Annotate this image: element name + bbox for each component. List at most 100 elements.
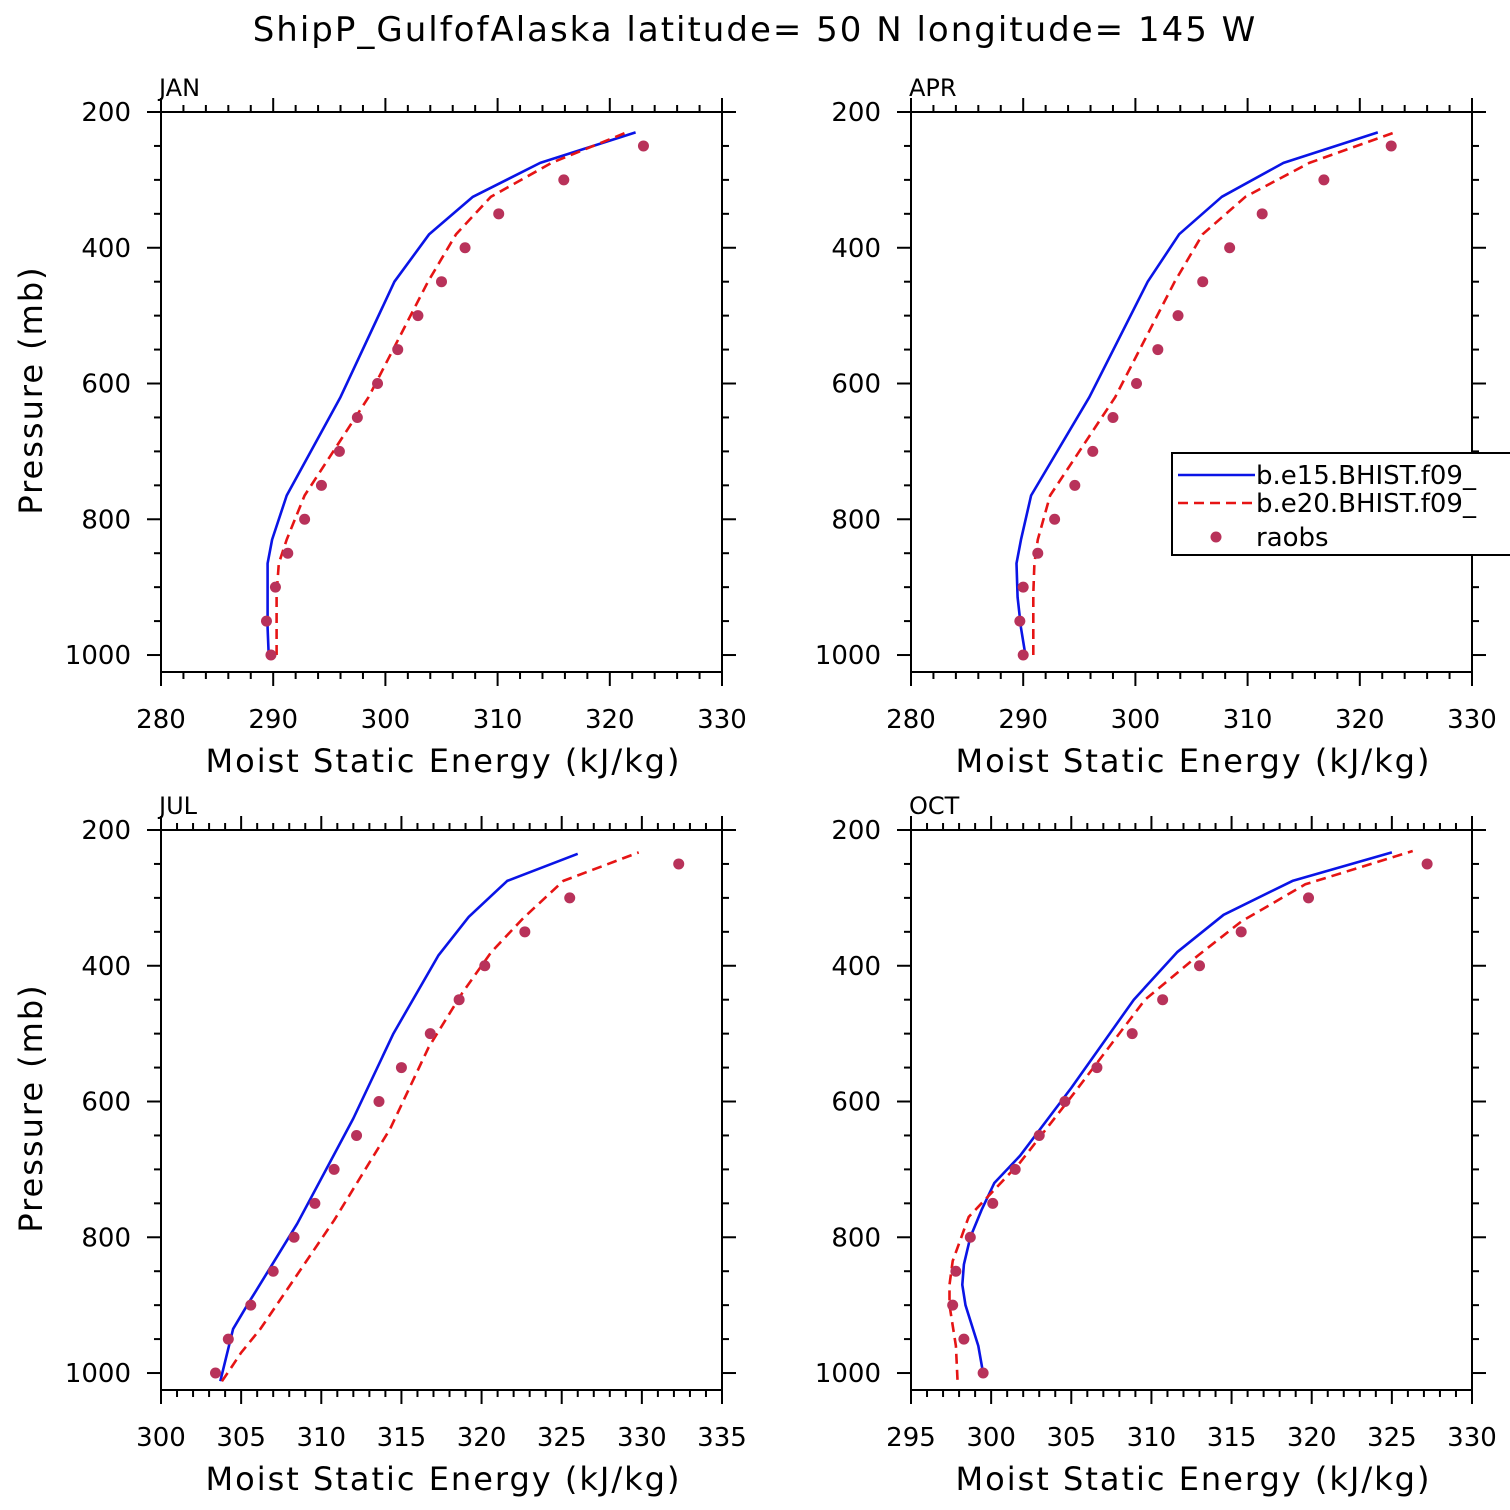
x-tick-label: 280 <box>886 705 936 735</box>
y-axis-label: Pressure (mb) <box>12 983 50 1232</box>
x-tick-label: 335 <box>697 1423 747 1453</box>
raobs-point <box>673 858 685 870</box>
raobs-point <box>1017 581 1029 593</box>
raobs-point <box>1049 513 1061 525</box>
y-tick-label: 400 <box>831 952 881 982</box>
raobs-point <box>964 1231 976 1243</box>
raobs-point <box>1157 994 1169 1006</box>
y-axis-label: Pressure (mb) <box>12 265 50 514</box>
raobs-point <box>265 649 277 661</box>
y-tick-label: 800 <box>81 505 131 535</box>
raobs-point <box>493 208 505 220</box>
raobs-point <box>1197 276 1209 288</box>
panel-jul: JUL 300 305 310 315 320 325 330 335 200 400 600 800 1… <box>12 792 747 1498</box>
y-tick-label: 200 <box>81 816 131 846</box>
x-tick-label: 325 <box>537 1423 587 1453</box>
series-line-e20 <box>275 131 628 655</box>
raobs-point <box>372 378 384 390</box>
x-axis-label: Moist Static Energy (kJ/kg) <box>956 1460 1432 1498</box>
plot-frame <box>910 111 1473 673</box>
x-tick-label: 310 <box>1127 1423 1177 1453</box>
raobs-point <box>1235 926 1247 938</box>
raobs-point <box>1318 174 1330 186</box>
raobs-point <box>333 445 345 457</box>
series-line-e15 <box>961 851 1393 1374</box>
raobs-point <box>1152 344 1164 356</box>
x-tick-label: 310 <box>473 705 523 735</box>
raobs-point <box>637 140 649 152</box>
raobs-point <box>299 513 311 525</box>
panel-oct: OCT 295 300 305 310 315 320 325 330 200 400 600 800 1… <box>815 792 1497 1498</box>
y-tick-label: 400 <box>831 234 881 264</box>
legend: b.e15.BHIST.f09_b.e20.BHIST.f09_raobs <box>1171 452 1510 556</box>
x-tick-label: 310 <box>296 1423 346 1453</box>
raobs-point <box>1087 445 1099 457</box>
x-tick-label: 330 <box>1447 1423 1497 1453</box>
raobs-point <box>1033 1129 1045 1141</box>
y-tick-label: 600 <box>81 370 131 400</box>
x-tick-label: 300 <box>136 1423 186 1453</box>
x-tick-label: 320 <box>1335 705 1385 735</box>
legend-label: b.e15.BHIST.f09_ <box>1256 461 1477 491</box>
raobs-point <box>1009 1163 1021 1175</box>
x-tick-label: 330 <box>1447 705 1497 735</box>
y-tick-label: 400 <box>81 952 131 982</box>
x-tick-label: 300 <box>966 1423 1016 1453</box>
raobs-point <box>222 1333 234 1345</box>
y-tick-label: 600 <box>81 1088 131 1118</box>
x-tick-label: 315 <box>377 1423 427 1453</box>
raobs-point <box>1172 310 1184 322</box>
raobs-point <box>947 1299 959 1311</box>
y-tick-label: 600 <box>831 1088 881 1118</box>
y-tick-label: 200 <box>831 816 881 846</box>
series-line-e15 <box>219 852 579 1382</box>
y-tick-label: 1000 <box>65 1359 131 1389</box>
raobs-point <box>1256 208 1268 220</box>
raobs-point <box>1017 649 1029 661</box>
y-tick-label: 1000 <box>815 641 881 671</box>
raobs-point <box>395 1062 407 1074</box>
figure-title: ShipP_GulfofAlaska latitude= 50 N longit… <box>252 10 1258 50</box>
raobs-point <box>1194 960 1206 972</box>
x-tick-label: 305 <box>216 1423 266 1453</box>
x-tick-label: 310 <box>1223 705 1273 735</box>
x-axis-label: Moist Static Energy (kJ/kg) <box>206 1460 682 1498</box>
raobs-point <box>1014 615 1026 627</box>
raobs-point <box>479 960 491 972</box>
x-tick-label: 315 <box>1207 1423 1257 1453</box>
raobs-point <box>459 242 471 254</box>
series-line-e15 <box>266 131 636 656</box>
legend-swatch-raobs <box>1210 531 1222 543</box>
raobs-point <box>1107 411 1119 423</box>
plot-frame <box>160 829 723 1391</box>
raobs-point <box>351 1129 363 1141</box>
series-line-e15 <box>1015 131 1379 656</box>
x-tick-label: 300 <box>361 705 411 735</box>
raobs-point <box>1385 140 1397 152</box>
legend-label: raobs <box>1256 523 1329 553</box>
plot-frame <box>160 111 723 673</box>
x-tick-label: 330 <box>697 705 747 735</box>
raobs-point <box>269 581 281 593</box>
x-tick-label: 300 <box>1111 705 1161 735</box>
x-tick-label: 295 <box>886 1423 936 1453</box>
x-tick-label: 320 <box>585 705 635 735</box>
raobs-point <box>412 310 424 322</box>
raobs-point <box>1059 1096 1071 1108</box>
raobs-point <box>558 174 570 186</box>
raobs-point <box>373 1096 385 1108</box>
y-tick-label: 1000 <box>65 641 131 671</box>
raobs-point <box>209 1367 221 1379</box>
x-tick-label: 330 <box>617 1423 667 1453</box>
raobs-point <box>315 479 327 491</box>
y-tick-label: 200 <box>81 98 131 128</box>
raobs-point <box>1032 547 1044 559</box>
raobs-point <box>958 1333 970 1345</box>
panel-apr: APR 280 290 300 310 320 330 200 400 600 800 1000 Moi… <box>815 74 1497 780</box>
raobs-point <box>1131 378 1143 390</box>
raobs-point <box>328 1163 340 1175</box>
panel-label: JUL <box>157 792 198 820</box>
raobs-point <box>288 1231 300 1243</box>
panel-label: OCT <box>909 792 960 820</box>
panel-jan: JAN 280 290 300 310 320 330 200 400 600 800 1000 Moi… <box>12 74 747 780</box>
